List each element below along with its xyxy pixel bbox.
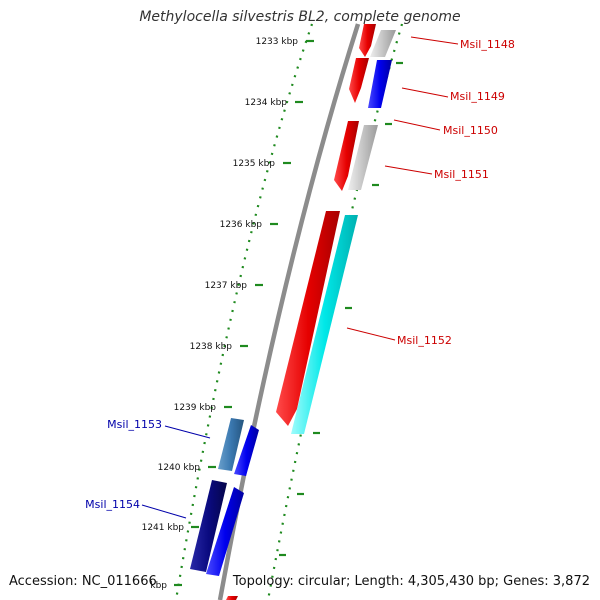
gene-arrow-msil-1149[interactable] bbox=[349, 58, 369, 103]
topology-text: Topology: circular; Length: 4,305,430 bp… bbox=[232, 574, 590, 589]
feature-blocks bbox=[291, 30, 396, 434]
gene-arrow-msil-1148[interactable] bbox=[359, 24, 376, 57]
feature-blue-1[interactable] bbox=[368, 60, 392, 108]
accession-text: Accession: NC_011666 bbox=[9, 574, 157, 589]
tick-label: 1237 kbp bbox=[205, 281, 248, 291]
gene-block-msil-1154[interactable] bbox=[190, 480, 227, 572]
gene-label-msil-1153[interactable]: Msil_1153 bbox=[107, 418, 162, 431]
gene-label-msil-1150[interactable]: Msil_1150 bbox=[443, 124, 498, 137]
gene-arrow-next[interactable] bbox=[226, 596, 238, 600]
tick-label: 1241 kbp bbox=[142, 523, 185, 533]
tick-label: 1236 kbp bbox=[220, 220, 263, 230]
gene-label-msil-1152[interactable]: Msil_1152 bbox=[397, 334, 452, 347]
tick-label: kbp bbox=[150, 581, 167, 591]
gene-arrow-msil-1152[interactable] bbox=[276, 211, 340, 426]
ruler-line bbox=[174, 23, 314, 600]
gene-label-msil-1151[interactable]: Msil_1151 bbox=[434, 168, 489, 181]
gene-block-msil-1153[interactable] bbox=[218, 418, 244, 471]
tick-label: 1235 kbp bbox=[233, 159, 276, 169]
gene-label-msil-1154[interactable]: Msil_1154 bbox=[85, 498, 140, 511]
forward-ruler-line bbox=[266, 23, 404, 600]
gene-label-msil-1148[interactable]: Msil_1148 bbox=[460, 38, 515, 51]
strand-ticks bbox=[279, 61, 403, 557]
tick-label: 1238 kbp bbox=[190, 342, 233, 352]
tick-label: 1239 kbp bbox=[174, 403, 217, 413]
genome-backbone bbox=[217, 23, 361, 600]
gene-arrow-msil-1153b[interactable] bbox=[234, 425, 259, 476]
gene-label-msil-1149[interactable]: Msil_1149 bbox=[450, 90, 505, 103]
reverse-genes bbox=[190, 418, 259, 576]
map-title: Methylocella silvestris BL2, complete ge… bbox=[139, 9, 461, 25]
tick-label: 1234 kbp bbox=[245, 98, 288, 108]
feature-grey-1[interactable] bbox=[370, 30, 396, 57]
tick-label: 1233 kbp bbox=[256, 37, 299, 47]
label-leaders bbox=[141, 36, 459, 519]
gene-arrow-msil-1150[interactable] bbox=[334, 121, 359, 191]
tick-label: 1240 kbp bbox=[158, 463, 201, 473]
ruler-ticks bbox=[174, 39, 314, 587]
feature-grey-2[interactable] bbox=[348, 125, 378, 190]
gene-arrow-msil-1154b[interactable] bbox=[206, 487, 244, 576]
feature-cyan-1[interactable] bbox=[291, 215, 358, 434]
forward-genes bbox=[226, 24, 376, 600]
